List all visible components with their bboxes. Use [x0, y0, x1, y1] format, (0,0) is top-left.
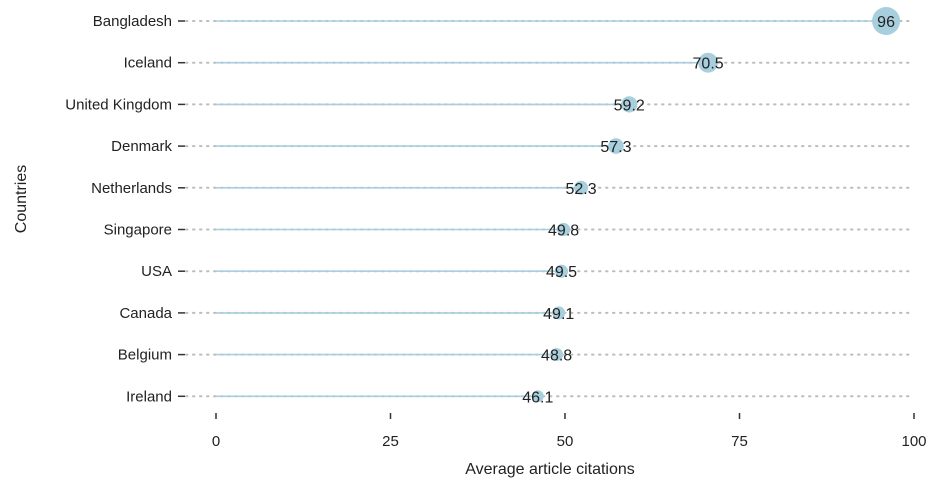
point-1 [698, 52, 719, 73]
y-tick-label-1: Iceland [124, 55, 172, 72]
y-tick-label-0: Bangladesh [93, 13, 172, 30]
data-label-6: 49.5 [546, 264, 577, 281]
y-tick-label-8: Belgium [118, 347, 172, 364]
point-layer [531, 7, 901, 403]
y-tick-label-3: Denmark [111, 138, 172, 155]
point-8 [550, 348, 564, 362]
y-tick-label-2: United Kingdom [65, 96, 172, 113]
data-label-8: 48.8 [541, 348, 572, 365]
x-axis-title: Average article citations [465, 461, 635, 478]
grid-layer [185, 20, 915, 398]
point-4 [574, 180, 589, 195]
data-label-9: 46.1 [522, 389, 553, 406]
y-axis-title: Countries [13, 165, 30, 233]
data-label-4: 52.3 [565, 181, 596, 198]
point-9 [531, 390, 544, 403]
point-6 [554, 264, 569, 278]
data-label-7: 49.1 [543, 306, 574, 323]
stem-layer [216, 20, 887, 398]
y-tick-label-6: USA [141, 263, 172, 280]
y-tick-label-9: Ireland [126, 388, 172, 405]
x-axis: 0 25 50 75 100 [212, 413, 927, 450]
x-tick-label-4: 100 [901, 433, 926, 450]
data-label-1: 70.5 [693, 56, 724, 73]
x-tick-label-2: 50 [557, 433, 574, 450]
y-tick-label-7: Canada [119, 305, 172, 322]
point-0 [872, 7, 901, 35]
point-2 [621, 96, 638, 113]
data-label-5: 49.8 [548, 223, 579, 240]
data-label-2: 59.2 [614, 97, 645, 114]
y-tick-label-5: Singapore [104, 222, 172, 239]
data-label-0: 96 [877, 14, 895, 31]
point-3 [608, 138, 624, 154]
x-tick-label-3: 75 [731, 433, 748, 450]
x-tick-label-0: 0 [212, 433, 220, 450]
y-tick-label-4: Netherlands [91, 180, 172, 197]
data-label-3: 57.3 [600, 139, 631, 156]
point-5 [557, 222, 571, 237]
y-axis: Bangladesh Iceland United Kingdom Denmark Ne… [65, 13, 185, 405]
x-tick-label-1: 25 [382, 433, 399, 450]
point-7 [552, 306, 566, 320]
data-label-layer: 96 70.5 59.2 57.3 52.3 49.8 49.5 49.1 48.8 46.1 [522, 14, 895, 406]
